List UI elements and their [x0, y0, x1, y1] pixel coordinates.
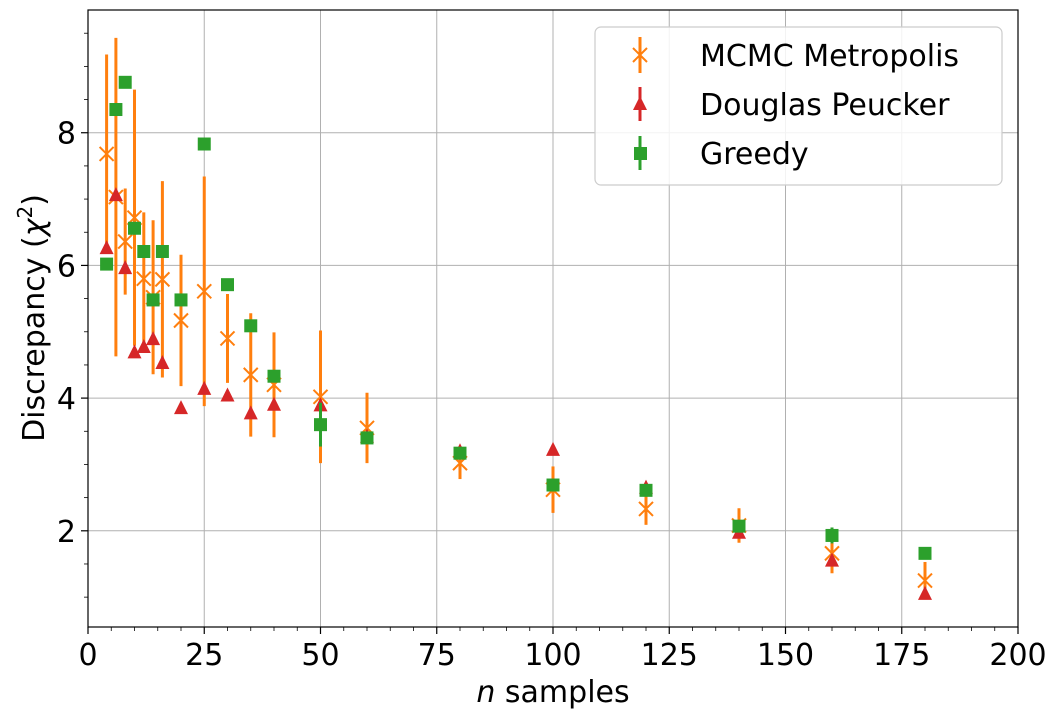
y-axis-title: Discrepancy (χ2)	[13, 194, 52, 442]
data-point	[639, 483, 653, 497]
x-tick-label: 200	[989, 638, 1046, 673]
data-point	[244, 319, 258, 333]
data-point	[453, 446, 467, 460]
legend-marker-mcmc	[632, 47, 648, 63]
data-point	[918, 546, 932, 560]
series-greedy	[100, 75, 932, 560]
data-point	[638, 501, 654, 517]
data-point	[174, 293, 188, 307]
data-point	[174, 400, 188, 415]
data-point	[155, 354, 170, 369]
y-tick-label: 2	[57, 515, 76, 550]
data-point	[146, 293, 160, 307]
y-axis-superscript: 2	[13, 206, 37, 219]
data-point	[118, 75, 132, 89]
legend-marker-douglas-peucker	[633, 96, 647, 110]
data-point	[825, 528, 839, 542]
data-point	[243, 405, 258, 420]
data-point	[127, 344, 142, 359]
data-point	[546, 478, 560, 492]
x-tick-label: 25	[185, 638, 223, 673]
data-point	[267, 396, 281, 411]
data-point	[314, 418, 327, 432]
x-tick-label: 125	[641, 638, 698, 673]
data-point	[173, 312, 189, 329]
axis-ticks: 0 25 50 75 100 125 150 175 200 2 4 6 8	[57, 117, 1047, 673]
series-douglas-peucker	[99, 187, 932, 600]
y-tick-label: 8	[57, 117, 76, 152]
x-tick-label: 175	[873, 638, 930, 673]
legend: MCMC Metropolis Douglas Peucker Greedy	[594, 26, 1003, 186]
data-point	[146, 331, 161, 346]
y-axis-title-text: Discrepancy (	[17, 236, 52, 442]
data-point	[155, 244, 169, 258]
data-point	[154, 271, 171, 288]
y-axis-symbol: χ	[17, 217, 52, 238]
data-point	[99, 240, 114, 255]
data-point	[917, 572, 933, 589]
y-tick-label: 6	[57, 249, 76, 284]
legend-entry-douglas-peucker: Douglas Peucker	[633, 87, 950, 123]
data-point	[136, 270, 152, 287]
minor-ticks	[84, 32, 996, 631]
data-point	[136, 339, 151, 354]
data-point	[118, 260, 133, 275]
data-point	[221, 278, 234, 292]
x-tick-label: 50	[301, 638, 339, 673]
legend-label-greedy: Greedy	[700, 137, 809, 172]
x-axis-title: n samples	[476, 675, 629, 710]
data-point	[137, 244, 151, 258]
data-point	[243, 367, 259, 383]
data-point	[546, 441, 560, 456]
data-point	[312, 389, 329, 405]
y-tick-label: 4	[57, 382, 76, 417]
y-axis-title-close: )	[17, 194, 52, 206]
data-point	[219, 330, 236, 347]
plot-area	[98, 37, 933, 600]
x-tick-label: 150	[757, 638, 814, 673]
data-point	[108, 187, 123, 202]
x-tick-label: 0	[78, 638, 97, 673]
data-point	[220, 387, 235, 402]
data-point	[117, 233, 133, 250]
x-axis-title-rest: samples	[495, 675, 629, 710]
legend-label-mcmc: MCMC Metropolis	[700, 39, 959, 74]
data-point	[918, 585, 932, 600]
data-point	[825, 552, 839, 567]
data-point	[109, 103, 123, 117]
data-point	[100, 257, 114, 271]
data-point	[197, 380, 212, 395]
legend-entry-mcmc: MCMC Metropolis	[632, 37, 959, 74]
data-point	[197, 137, 211, 151]
data-point	[128, 221, 141, 235]
legend-marker-greedy	[634, 147, 647, 160]
x-axis-variable: n	[476, 675, 495, 710]
data-point	[196, 283, 212, 300]
data-point	[267, 369, 281, 383]
x-tick-label: 75	[418, 638, 456, 673]
data-point	[360, 431, 374, 445]
legend-box	[594, 26, 1003, 186]
data-point	[732, 519, 746, 533]
legend-entry-greedy: Greedy	[634, 136, 809, 172]
legend-label-douglas-peucker: Douglas Peucker	[700, 88, 950, 123]
x-tick-label: 100	[524, 638, 581, 673]
data-point	[98, 146, 115, 162]
